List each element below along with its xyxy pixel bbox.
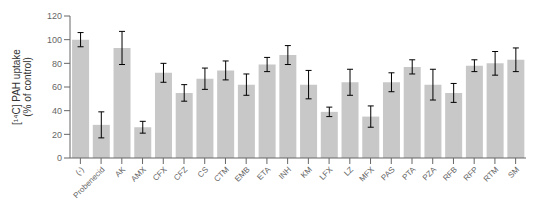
svg-text:AK: AK [113, 165, 127, 179]
svg-text:20: 20 [52, 130, 62, 140]
svg-text:LFX: LFX [318, 165, 335, 182]
svg-text:RTM: RTM [482, 165, 501, 184]
svg-text:KM: KM [299, 165, 314, 180]
svg-text:CS: CS [196, 165, 210, 179]
svg-text:MFX: MFX [358, 165, 377, 184]
svg-text:80: 80 [52, 59, 62, 69]
svg-text:120: 120 [47, 11, 62, 21]
svg-text:PZA: PZA [421, 165, 439, 183]
svg-text:SM: SM [506, 165, 521, 180]
svg-text:40: 40 [52, 106, 62, 116]
svg-text:[¹⁴C] PAH uptake(% of control): [¹⁴C] PAH uptake(% of control) [11, 49, 33, 125]
svg-text:CTM: CTM [212, 165, 231, 184]
svg-text:60: 60 [52, 82, 62, 92]
svg-text:100: 100 [47, 35, 62, 45]
svg-text:CFZ: CFZ [172, 165, 189, 182]
svg-text:INH: INH [277, 165, 293, 181]
svg-text:(-): (-) [74, 165, 86, 177]
svg-text:PTA: PTA [400, 165, 417, 182]
svg-text:EMB: EMB [233, 165, 252, 184]
svg-text:ETA: ETA [255, 165, 272, 182]
svg-text:CFX: CFX [151, 165, 169, 183]
svg-text:PAS: PAS [379, 165, 396, 182]
svg-text:LZ: LZ [342, 165, 355, 178]
svg-text:RFP: RFP [462, 165, 480, 183]
svg-text:Probenecid: Probenecid [72, 165, 107, 200]
svg-text:0: 0 [57, 153, 62, 163]
svg-text:AMX: AMX [129, 165, 148, 184]
svg-text:RFB: RFB [441, 165, 459, 183]
